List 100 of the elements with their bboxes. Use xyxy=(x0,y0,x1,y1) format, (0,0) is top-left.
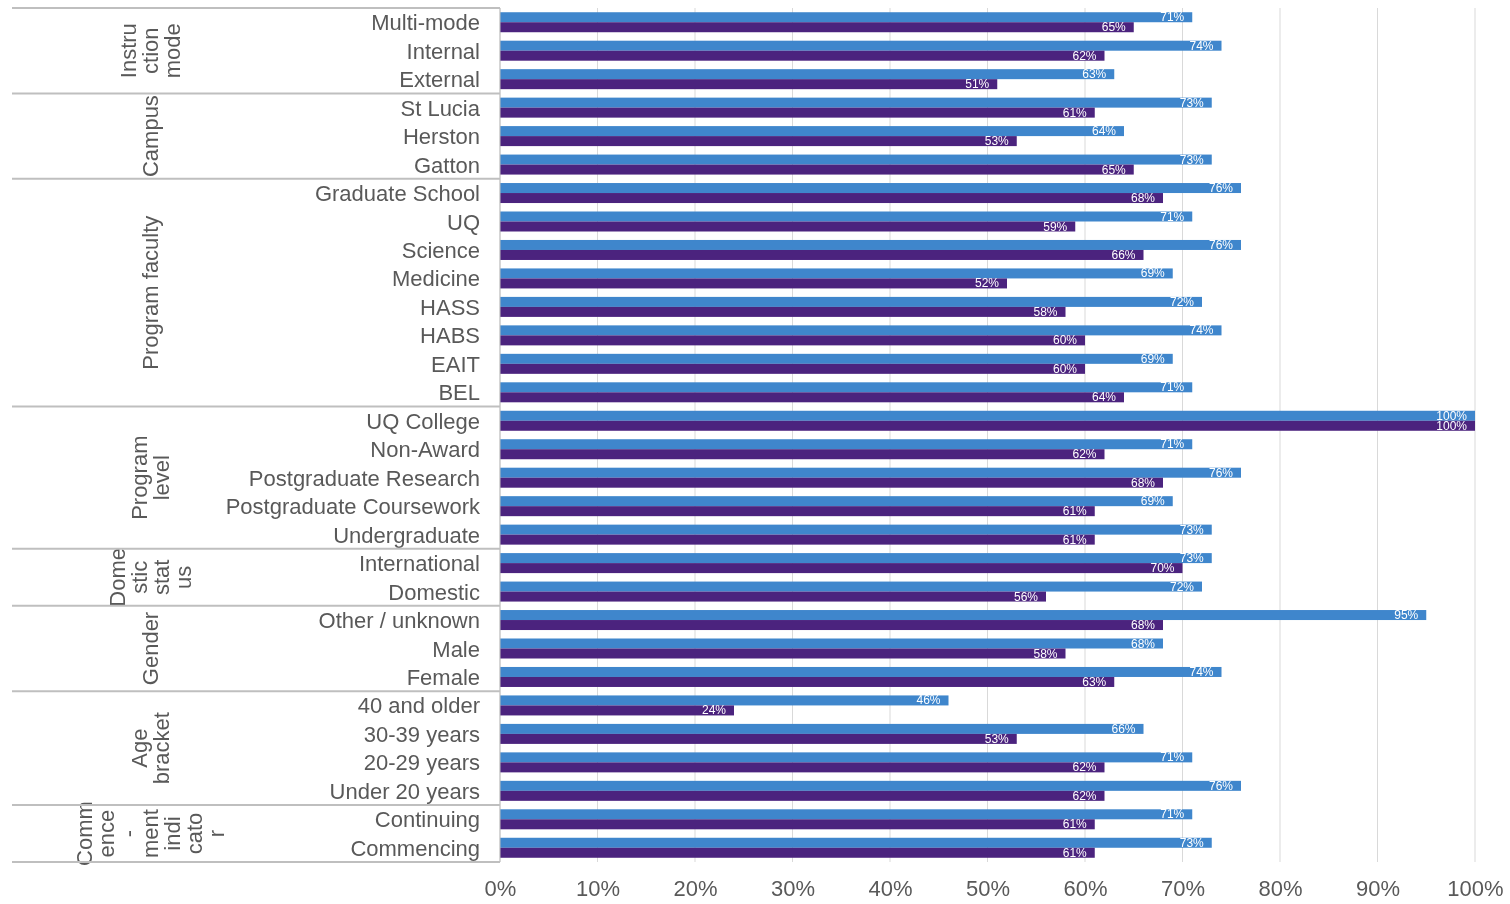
data-label: 68% xyxy=(1130,475,1156,490)
data-label: 61% xyxy=(1062,845,1088,860)
bar xyxy=(500,553,1212,564)
y-tick-label: Science xyxy=(401,237,480,263)
y-tick-label: External xyxy=(399,67,480,93)
bar xyxy=(500,239,1241,250)
bar xyxy=(500,591,1046,602)
x-tick-label: 10% xyxy=(575,875,621,901)
data-label: 61% xyxy=(1062,504,1088,519)
text: Campus xyxy=(138,95,163,178)
bar xyxy=(500,733,1017,744)
data-label: 73% xyxy=(1179,551,1205,566)
y-tick-label: 20-29 years xyxy=(363,750,480,776)
data-label: 46% xyxy=(916,693,941,708)
data-label: 58% xyxy=(1033,646,1058,661)
data-label: 65% xyxy=(1101,20,1127,35)
text: Gender xyxy=(138,611,163,686)
data-label: 69% xyxy=(1140,494,1166,509)
text: Domestic status xyxy=(105,547,196,607)
data-label: 95% xyxy=(1394,608,1419,623)
bar xyxy=(500,335,1085,346)
bar xyxy=(500,97,1212,108)
bar xyxy=(500,790,1105,801)
bar xyxy=(500,410,1475,421)
data-label: 62% xyxy=(1072,788,1097,803)
data-label: 63% xyxy=(1082,67,1107,82)
text: Program faculty xyxy=(138,215,163,370)
data-label: 53% xyxy=(984,134,1010,149)
data-label: 71% xyxy=(1160,10,1185,25)
y-tick-label: Medicine xyxy=(391,266,480,292)
data-label: 74% xyxy=(1189,38,1214,53)
bar xyxy=(500,164,1134,175)
y-tick-label: International xyxy=(358,551,480,577)
data-label: 69% xyxy=(1140,351,1166,366)
y-tick-label: 30-39 years xyxy=(363,721,480,747)
x-tick-label: 100% xyxy=(1447,875,1504,901)
bar xyxy=(500,69,1115,80)
y-tick-label: UQ xyxy=(447,209,480,235)
bar xyxy=(500,268,1173,279)
bar xyxy=(500,353,1173,364)
bar xyxy=(500,762,1105,773)
y-tick-label: Other / unknown xyxy=(318,608,480,634)
data-label: 63% xyxy=(1082,674,1107,689)
bar xyxy=(500,306,1066,317)
y-tick-label: Commencing xyxy=(350,835,480,861)
bar xyxy=(500,638,1163,649)
bar xyxy=(500,249,1144,260)
y-tick-label: Graduate School xyxy=(314,181,480,207)
bar xyxy=(500,325,1222,336)
bar xyxy=(500,363,1085,374)
data-label: 62% xyxy=(1072,48,1097,63)
data-label: 70% xyxy=(1150,561,1175,576)
data-label: 65% xyxy=(1101,162,1127,177)
data-label: 52% xyxy=(974,276,1000,291)
bar xyxy=(500,581,1202,592)
bar xyxy=(500,22,1134,33)
data-label: 73% xyxy=(1179,522,1205,537)
bar xyxy=(500,534,1095,545)
x-tick-label: 90% xyxy=(1355,875,1401,901)
bar xyxy=(500,819,1095,830)
data-label: 59% xyxy=(1043,219,1068,234)
bar xyxy=(500,382,1193,393)
bar xyxy=(500,107,1095,118)
text: Instruction mode xyxy=(116,23,185,79)
data-label: 72% xyxy=(1169,579,1195,594)
data-label: 69% xyxy=(1140,266,1166,281)
y-tick-label: St Lucia xyxy=(400,95,481,121)
bar xyxy=(500,12,1193,23)
y-tick-label: Gatton xyxy=(413,152,480,178)
bar xyxy=(500,496,1173,507)
bar xyxy=(500,126,1124,137)
data-label: 76% xyxy=(1208,778,1234,793)
data-label: 64% xyxy=(1091,390,1117,405)
data-label: 73% xyxy=(1179,95,1205,110)
data-label: 74% xyxy=(1189,664,1214,679)
data-label: 60% xyxy=(1052,333,1078,348)
bar xyxy=(500,40,1222,51)
data-label: 71% xyxy=(1160,750,1185,765)
y-tick-label: 40 and older xyxy=(357,693,480,719)
bar xyxy=(500,79,998,90)
text: Program level xyxy=(127,435,174,520)
data-label: 73% xyxy=(1179,835,1205,850)
y-tick-label: BEL xyxy=(438,380,480,406)
bar xyxy=(500,50,1105,61)
bar xyxy=(500,154,1212,165)
data-label: 71% xyxy=(1160,437,1185,452)
data-label: 66% xyxy=(1111,247,1136,262)
x-tick-label: 70% xyxy=(1160,875,1206,901)
x-tick-label: 40% xyxy=(868,875,913,901)
y-tick-label: Under 20 years xyxy=(329,778,480,804)
bar xyxy=(500,563,1183,574)
data-label: 24% xyxy=(701,703,727,718)
data-label: 68% xyxy=(1130,191,1156,206)
data-label: 56% xyxy=(1013,589,1039,604)
bar xyxy=(500,392,1124,403)
data-label: 74% xyxy=(1189,323,1214,338)
y-tick-label: EAIT xyxy=(431,351,480,377)
x-tick-label: 80% xyxy=(1258,875,1303,901)
y-tick-label: Continuing xyxy=(374,807,480,833)
bar xyxy=(500,449,1105,460)
